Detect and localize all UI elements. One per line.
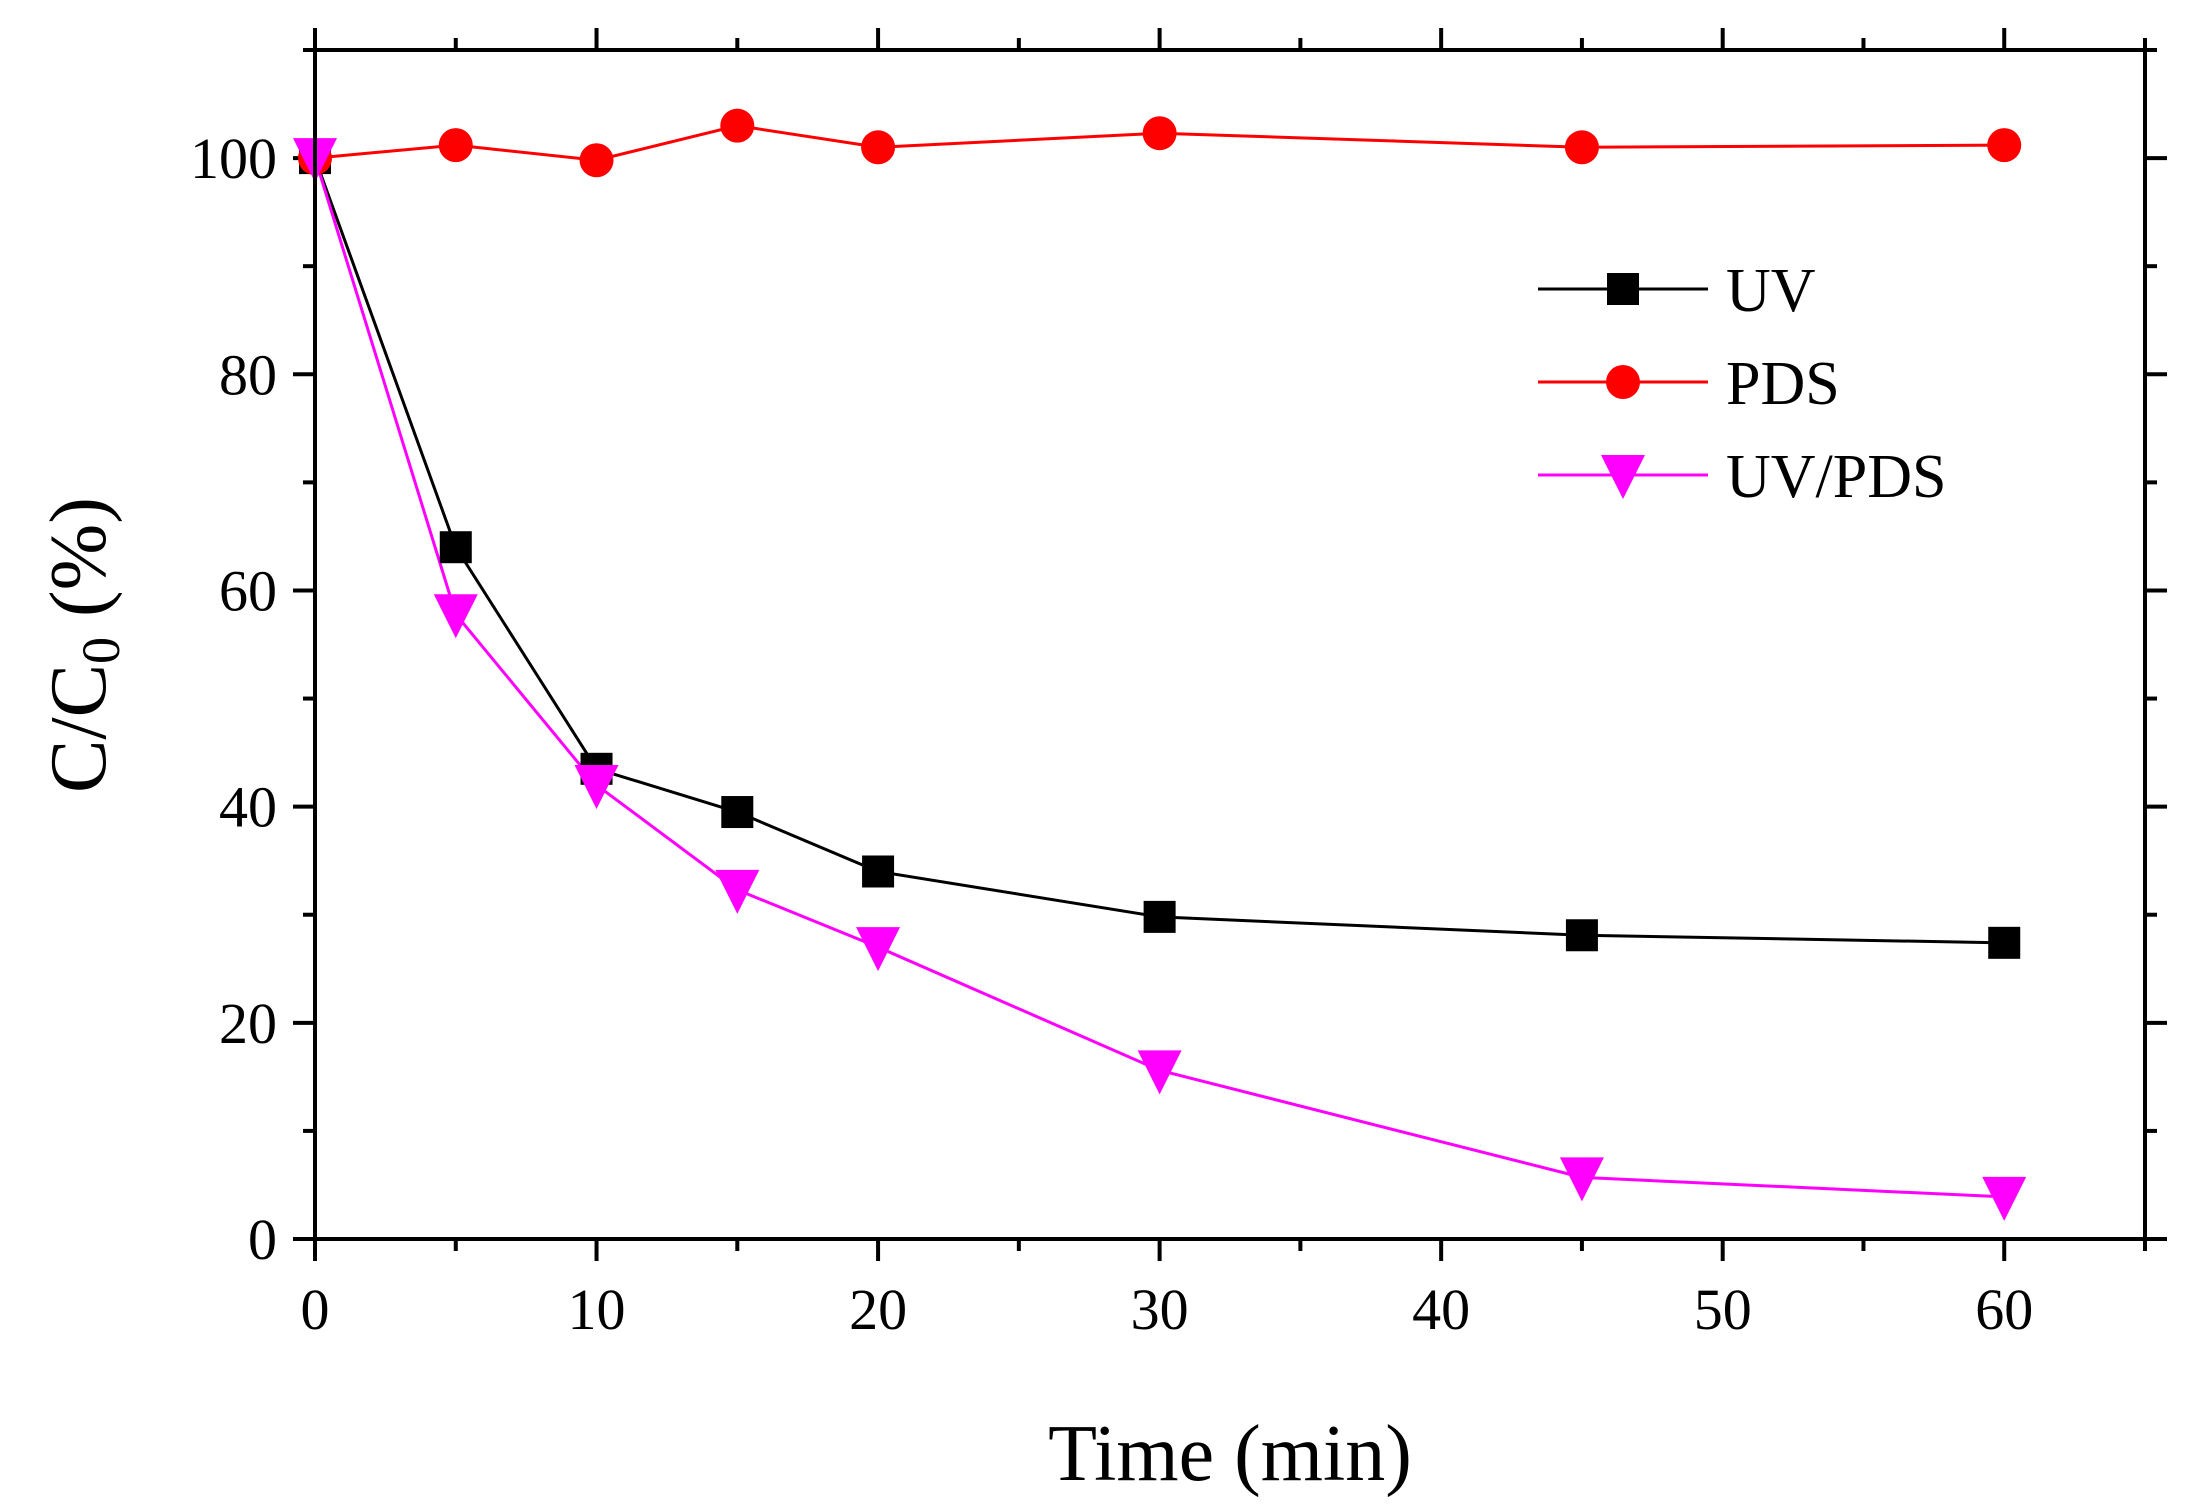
y-tick-labels: 0 20 40 60 80 100 bbox=[190, 126, 277, 1272]
data-point-uv-pds bbox=[856, 927, 901, 972]
data-point-uv-pds bbox=[1137, 1050, 1182, 1095]
x-axis-label: Time (min) bbox=[1048, 1410, 1412, 1498]
x-tick-label: 0 bbox=[301, 1277, 330, 1342]
data-point-pds bbox=[1142, 116, 1177, 151]
y-tick-label: 100 bbox=[190, 126, 277, 191]
x-tick-label: 40 bbox=[1412, 1277, 1470, 1342]
y-tick-label: 0 bbox=[248, 1207, 277, 1272]
data-point-pds bbox=[1564, 130, 1599, 165]
y-tick-label: 40 bbox=[219, 775, 277, 840]
legend-label: UV/PDS bbox=[1726, 443, 1947, 511]
data-point-uv bbox=[1988, 926, 2021, 959]
series-line-pds bbox=[314, 124, 2005, 162]
y-axis-label-main: C/C bbox=[35, 664, 123, 793]
y-tick-label: 20 bbox=[219, 991, 277, 1056]
series-line-uv bbox=[313, 157, 2005, 945]
data-point-uv bbox=[1565, 919, 1598, 952]
legend-item-uv-pds: UV/PDS bbox=[1538, 443, 1947, 511]
x-tick-label: 30 bbox=[1131, 1277, 1189, 1342]
series-markers bbox=[293, 108, 2027, 1221]
data-point-uv-pds bbox=[433, 594, 478, 639]
x-tick-label: 10 bbox=[568, 1277, 626, 1342]
data-point-pds bbox=[438, 128, 473, 163]
x-tick-labels: 0 10 20 30 40 50 60 bbox=[301, 1277, 2034, 1342]
series-line-uv-pds bbox=[313, 157, 2005, 1199]
y-tick-label: 60 bbox=[219, 558, 277, 623]
x-tick-label: 20 bbox=[849, 1277, 907, 1342]
data-point-uv bbox=[1143, 900, 1176, 933]
x-tick-label: 50 bbox=[1694, 1277, 1752, 1342]
legend: UV PDS UV/PDS bbox=[1538, 257, 1947, 511]
data-point-pds bbox=[861, 130, 896, 165]
data-point-pds bbox=[720, 108, 755, 143]
data-point-uv-pds bbox=[574, 765, 619, 810]
y-axis-label: C/C0 (%) bbox=[35, 497, 131, 793]
legend-marker bbox=[1607, 273, 1639, 305]
y-tick-label: 80 bbox=[219, 342, 277, 407]
data-point-uv bbox=[721, 796, 754, 829]
data-point-uv-pds bbox=[1559, 1157, 1604, 1202]
data-point-uv-pds bbox=[715, 869, 760, 914]
major-ticks bbox=[293, 28, 2167, 1261]
legend-item-uv: UV bbox=[1538, 257, 1816, 325]
data-point-pds bbox=[579, 143, 614, 178]
legend-item-pds: PDS bbox=[1538, 350, 1840, 418]
x-tick-label: 60 bbox=[1975, 1277, 2033, 1342]
y-axis-label-subscript: 0 bbox=[71, 637, 131, 664]
y-axis-label-suffix: (%) bbox=[35, 497, 123, 637]
data-point-pds bbox=[1987, 128, 2022, 163]
minor-ticks bbox=[303, 38, 2157, 1251]
legend-marker bbox=[1601, 455, 1645, 499]
data-point-uv-pds bbox=[1982, 1176, 2027, 1221]
data-point-uv bbox=[862, 855, 895, 888]
series-lines bbox=[313, 124, 2005, 1199]
legend-marker bbox=[1606, 365, 1640, 399]
plot-frame bbox=[313, 48, 2147, 1241]
legend-label: UV bbox=[1726, 257, 1816, 325]
legend-label: PDS bbox=[1726, 350, 1840, 418]
data-point-uv bbox=[439, 531, 472, 564]
